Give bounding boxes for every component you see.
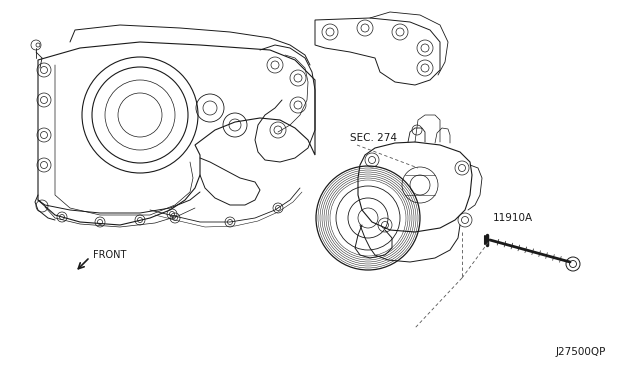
Text: FRONT: FRONT [93,250,126,260]
Text: 11910A: 11910A [493,213,533,223]
Text: SEC. 274: SEC. 274 [350,133,397,143]
Text: J27500QP: J27500QP [556,347,606,357]
